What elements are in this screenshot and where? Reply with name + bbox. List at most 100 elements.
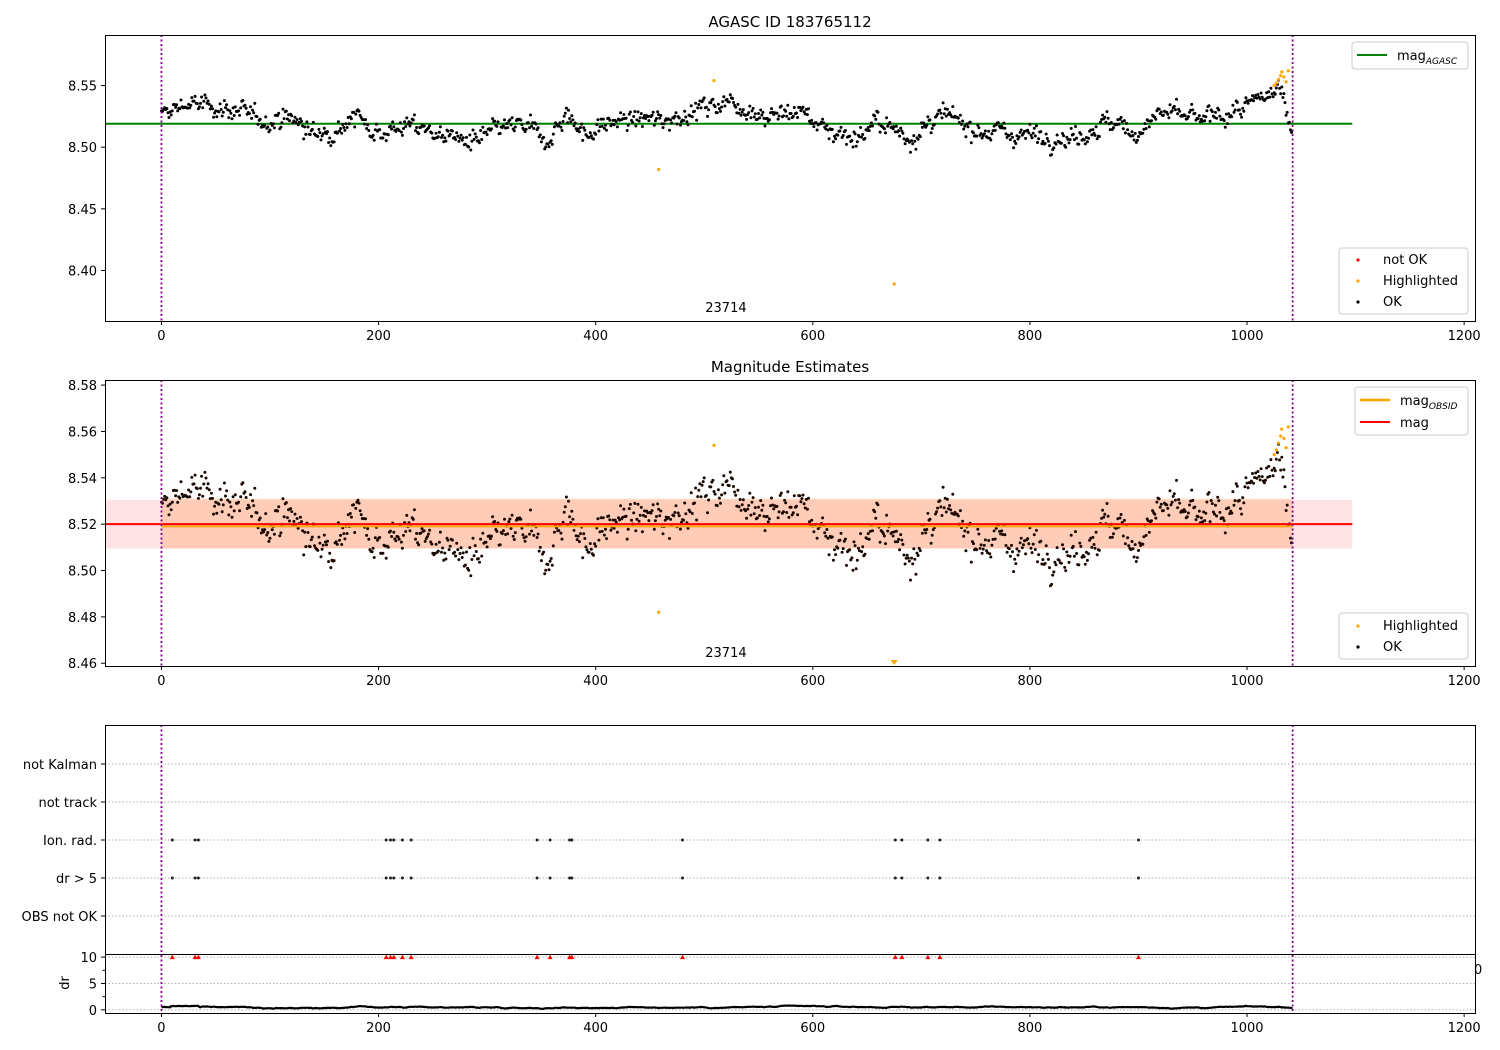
ok-point: [469, 148, 473, 152]
ok-point: [597, 129, 601, 133]
ok-point: [833, 548, 836, 552]
ok-point: [658, 514, 662, 518]
ok-point: [268, 536, 272, 540]
x-tick-label: 0: [157, 329, 165, 344]
ok-point: [626, 123, 630, 127]
ok-point: [318, 131, 322, 135]
ok-point: [453, 550, 457, 554]
x-tick-label: 1200: [1448, 329, 1481, 344]
ok-point: [747, 504, 751, 507]
ok-point: [454, 138, 458, 141]
ok-point: [282, 515, 286, 519]
ok-point: [325, 543, 328, 547]
ok-point: [782, 510, 785, 514]
ok-point: [473, 132, 477, 136]
flag-point: [392, 838, 396, 842]
ok-point: [779, 491, 783, 495]
ok-point: [1071, 544, 1075, 548]
ok-point: [1143, 122, 1147, 126]
ok-point: [272, 126, 276, 130]
ok-point: [966, 125, 970, 129]
ok-point: [812, 125, 816, 129]
x-tick-label: 0: [157, 674, 165, 689]
ok-point: [694, 101, 698, 105]
ok-point: [670, 121, 674, 125]
flag-point: [400, 838, 404, 842]
ok-point: [643, 509, 646, 513]
vertical-marker-lines: [160, 35, 1294, 321]
ok-point: [563, 505, 567, 509]
ok-point: [1054, 563, 1058, 567]
ok-point: [1067, 560, 1071, 564]
ok-point: [662, 122, 666, 126]
ok-point: [963, 124, 967, 128]
ok-point: [1003, 126, 1007, 130]
ok-point: [441, 133, 445, 137]
flag-point: [1136, 876, 1140, 880]
highlighted-point: [712, 79, 716, 83]
flag-label: OBS not OK: [22, 910, 98, 925]
stray-tick-label: 0: [1474, 963, 1482, 978]
ok-point: [750, 500, 754, 504]
ok-point: [914, 147, 918, 151]
ok-point: [1131, 547, 1135, 551]
ok-point: [753, 112, 757, 116]
ok-point: [649, 511, 653, 515]
ok-point: [292, 119, 296, 123]
ok-point: [1183, 510, 1187, 513]
ok-point: [989, 555, 993, 559]
ok-point: [924, 531, 928, 535]
ok-point: [270, 528, 274, 532]
ok-point: [334, 540, 338, 544]
ok-point: [1093, 546, 1097, 550]
ok-point: [838, 538, 842, 542]
ok-point: [906, 556, 910, 560]
ok-point: [841, 134, 845, 137]
ok-point: [609, 528, 613, 532]
ok-point: [992, 529, 996, 533]
ok-point: [1032, 126, 1036, 130]
flag-point: [409, 876, 413, 880]
ok-point: [1092, 543, 1096, 546]
ok-point: [548, 559, 552, 563]
ok-point: [357, 109, 361, 113]
flag-point: [938, 876, 942, 880]
ok-point: [1280, 455, 1284, 459]
legend-marker: [1356, 645, 1360, 649]
ok-point: [285, 516, 289, 520]
dr-clipped-marker: [408, 954, 414, 960]
ok-point: [167, 116, 171, 119]
ok-point: [444, 557, 448, 561]
ok-point: [461, 136, 465, 140]
ok-point: [815, 128, 819, 132]
ok-point: [1161, 509, 1165, 513]
highlighted-point: [1276, 441, 1281, 445]
ok-point: [632, 511, 636, 515]
ok-point: [220, 510, 224, 514]
ok-point: [712, 490, 716, 493]
ok-point: [585, 548, 589, 552]
ok-point: [748, 104, 752, 108]
ok-point: [694, 486, 698, 490]
ok-point: [709, 485, 713, 489]
ok-point: [624, 514, 628, 518]
ok-point: [294, 121, 298, 124]
ok-point: [929, 131, 933, 135]
ok-point: [972, 131, 975, 135]
ok-point: [1235, 100, 1239, 104]
ok-point: [293, 512, 297, 516]
ok-point: [1069, 126, 1073, 130]
ok-point: [1177, 498, 1181, 502]
highlighted-point: [1279, 74, 1283, 78]
ok-point: [969, 141, 973, 145]
ok-point: [1108, 536, 1112, 539]
ok-point: [440, 136, 443, 139]
ok-point: [1077, 563, 1081, 567]
ok-point: [547, 145, 551, 149]
ok-point: [848, 134, 852, 138]
ok-point: [1159, 502, 1163, 506]
ok-point: [576, 534, 580, 538]
ok-point: [1044, 132, 1048, 136]
ok-point: [456, 548, 460, 552]
ok-point: [854, 567, 858, 571]
